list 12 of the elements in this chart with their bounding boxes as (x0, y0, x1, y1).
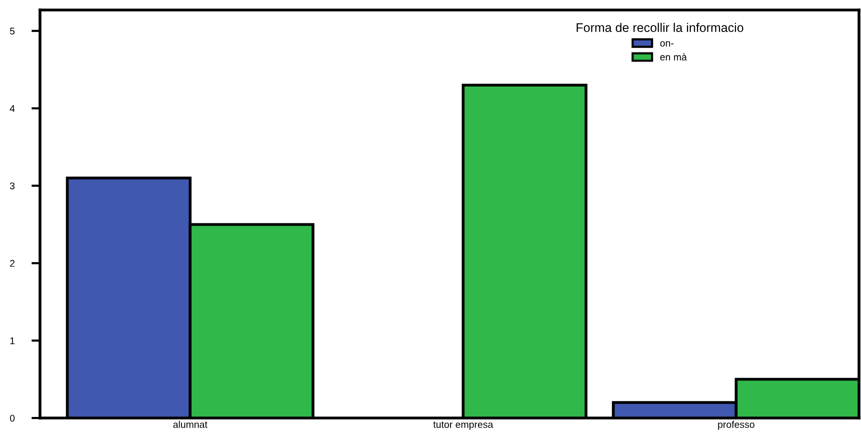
legend-title: Forma de recollir la informacio (576, 22, 744, 32)
legend-label: en mà (660, 53, 687, 61)
y-tick-label: 3 (10, 182, 15, 190)
legend-label: on- (660, 41, 674, 47)
x-tick-label: alumnat (173, 420, 208, 428)
y-tick-label: 1 (10, 337, 15, 344)
x-tick-label: tutor empresa (433, 422, 494, 430)
y-tick-label: 4 (10, 105, 15, 112)
y-tick-label: 2 (10, 260, 15, 267)
y-tick-label: 0 (10, 414, 15, 422)
x-tick-label: professo (718, 420, 754, 430)
y-tick-label: 5 (10, 28, 15, 35)
